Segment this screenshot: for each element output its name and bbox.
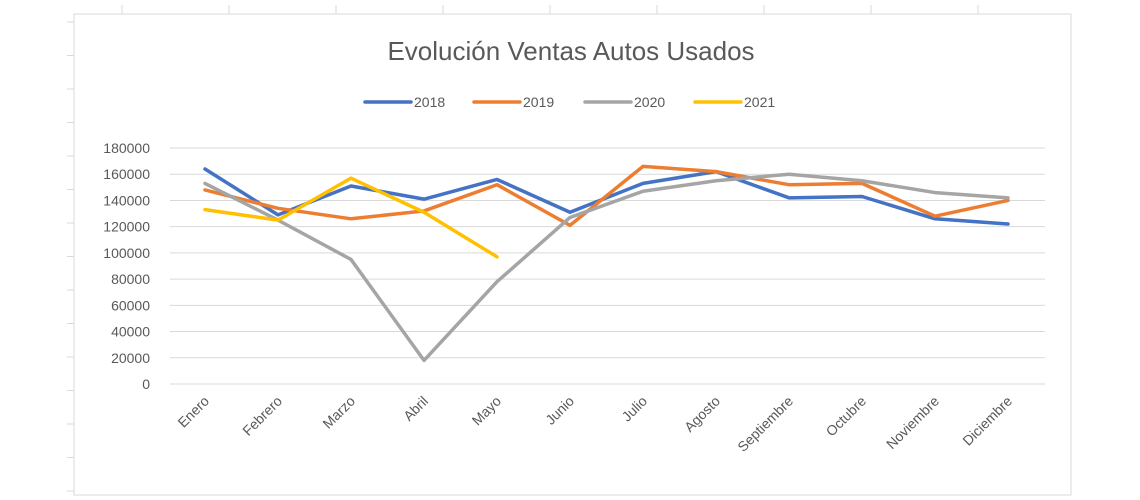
y-tick-label: 60000 bbox=[111, 297, 150, 313]
y-tick-label: 120000 bbox=[103, 219, 150, 235]
y-tick-label: 160000 bbox=[103, 166, 150, 182]
y-tick-label: 140000 bbox=[103, 192, 150, 208]
legend: 2018 2019 2020 2021 bbox=[363, 94, 775, 110]
y-tick-label: 40000 bbox=[111, 324, 150, 340]
series-line-2019 bbox=[203, 164, 1010, 228]
legend-label-2018: 2018 bbox=[414, 94, 445, 110]
legend-label-2020: 2020 bbox=[634, 94, 665, 110]
series-line-2020 bbox=[203, 172, 1010, 363]
y-tick-label: 20000 bbox=[111, 350, 150, 366]
y-tick-label: 0 bbox=[142, 376, 150, 392]
y-axis: 0 20000 40000 60000 80000 100000 120000 140000 1… bbox=[103, 140, 150, 392]
sheet-tick-marks bbox=[67, 5, 979, 492]
legend-label-2021: 2021 bbox=[744, 94, 775, 110]
y-tick-label: 180000 bbox=[103, 140, 150, 156]
series-lines bbox=[203, 164, 1010, 363]
legend-label-2019: 2019 bbox=[523, 94, 554, 110]
chart-title: Evolución Ventas Autos Usados bbox=[387, 36, 754, 66]
y-tick-label: 100000 bbox=[103, 245, 150, 261]
y-tick-label: 80000 bbox=[111, 271, 150, 287]
chart-area-border bbox=[73, 13, 1072, 496]
